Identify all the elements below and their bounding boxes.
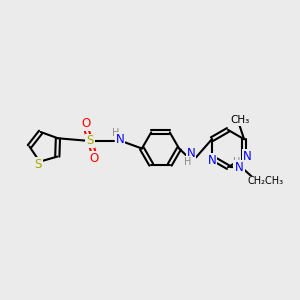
Text: S: S — [34, 158, 42, 171]
Text: N: N — [208, 154, 216, 167]
Text: N: N — [243, 150, 251, 163]
Text: S: S — [86, 134, 94, 148]
Text: N: N — [116, 133, 124, 146]
Text: CH₃: CH₃ — [230, 115, 249, 125]
Text: H: H — [233, 157, 241, 167]
Text: CH₂CH₃: CH₂CH₃ — [248, 176, 284, 186]
Text: N: N — [187, 147, 196, 161]
Text: O: O — [90, 152, 99, 165]
Text: O: O — [81, 117, 90, 130]
Text: H: H — [184, 157, 192, 167]
Text: H: H — [112, 128, 120, 139]
Text: N: N — [235, 160, 244, 174]
